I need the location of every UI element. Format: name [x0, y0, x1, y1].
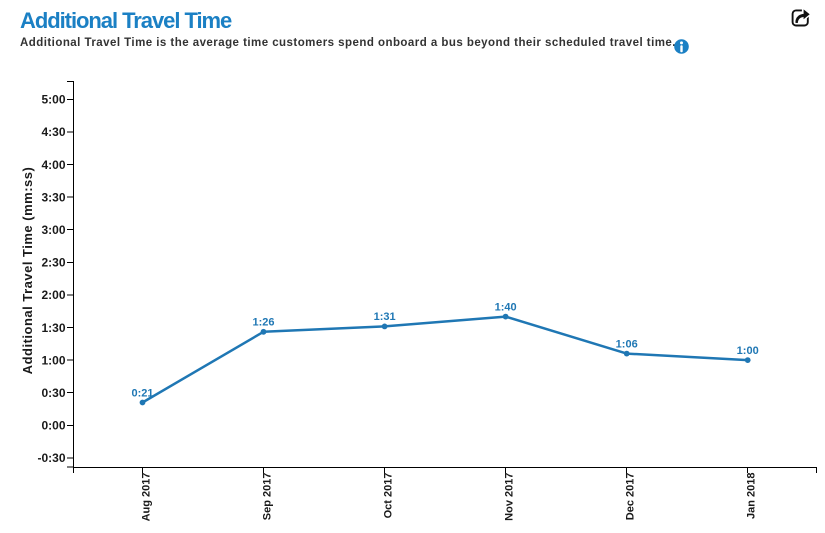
svg-text:1:30: 1:30	[41, 321, 65, 335]
svg-text:1:00: 1:00	[737, 345, 759, 357]
svg-text:1:40: 1:40	[495, 301, 517, 313]
svg-text:0:00: 0:00	[41, 419, 65, 433]
svg-text:1:06: 1:06	[616, 338, 638, 350]
svg-text:Nov 2017: Nov 2017	[504, 473, 516, 521]
svg-text:1:00: 1:00	[41, 353, 65, 367]
svg-text:Oct 2017: Oct 2017	[383, 473, 395, 519]
svg-text:2:30: 2:30	[41, 256, 65, 270]
svg-text:4:00: 4:00	[41, 158, 65, 172]
svg-text:0:21: 0:21	[131, 387, 153, 399]
svg-text:-0:30: -0:30	[37, 451, 65, 465]
svg-text:4:30: 4:30	[41, 125, 65, 139]
svg-text:3:00: 3:00	[41, 223, 65, 237]
svg-text:5:00: 5:00	[41, 93, 65, 107]
svg-text:3:30: 3:30	[41, 190, 65, 204]
svg-text:1:26: 1:26	[252, 317, 274, 329]
svg-text:Aug 2017: Aug 2017	[141, 473, 153, 522]
svg-text:2:00: 2:00	[41, 288, 65, 302]
svg-text:Dec 2017: Dec 2017	[625, 473, 637, 521]
svg-text:Jan 2018: Jan 2018	[746, 473, 758, 519]
svg-text:1:31: 1:31	[374, 311, 396, 323]
svg-text:0:30: 0:30	[41, 386, 65, 400]
svg-text:Sep 2017: Sep 2017	[262, 473, 274, 521]
svg-text:Additional Travel Time (mm:ss): Additional Travel Time (mm:ss)	[20, 167, 35, 375]
